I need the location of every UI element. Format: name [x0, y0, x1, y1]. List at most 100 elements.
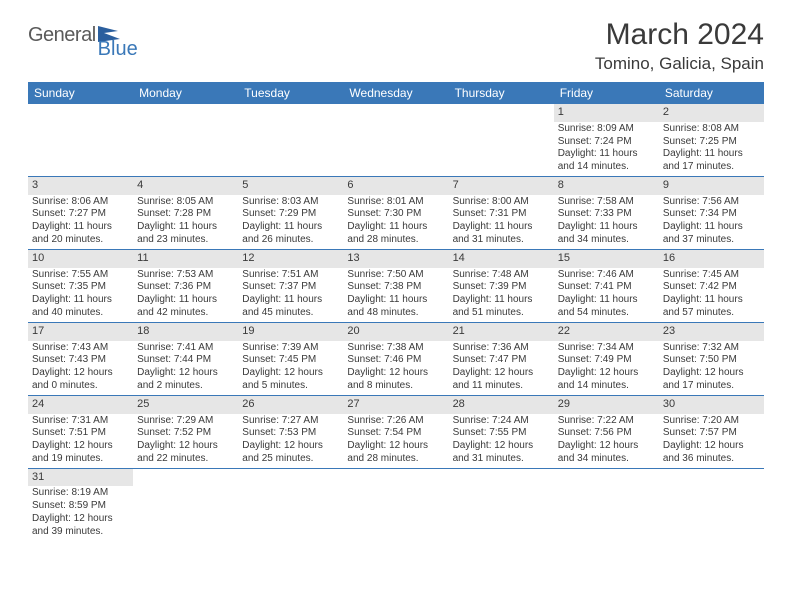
- sunset-text: Sunset: 7:38 PM: [347, 281, 444, 294]
- title-block: March 2024 Tomino, Galicia, Spain: [595, 18, 764, 74]
- day-content: Sunrise: 7:39 AMSunset: 7:45 PMDaylight:…: [238, 341, 343, 395]
- sunrise-text: Sunrise: 8:01 AM: [347, 196, 444, 209]
- daylight-text-1: Daylight: 11 hours: [558, 221, 655, 234]
- sunrise-text: Sunrise: 7:27 AM: [242, 415, 339, 428]
- calendar-cell: 13Sunrise: 7:50 AMSunset: 7:38 PMDayligh…: [343, 250, 448, 322]
- calendar-header-row: Sunday Monday Tuesday Wednesday Thursday…: [28, 82, 764, 104]
- daylight-text-2: and 5 minutes.: [242, 380, 339, 393]
- logo-text-blue: Blue: [98, 38, 138, 61]
- header: General Blue March 2024 Tomino, Galicia,…: [28, 18, 764, 74]
- daylight-text-1: Daylight: 11 hours: [32, 294, 129, 307]
- sunrise-text: Sunrise: 7:26 AM: [347, 415, 444, 428]
- calendar-cell: 20Sunrise: 7:38 AMSunset: 7:46 PMDayligh…: [343, 323, 448, 395]
- sunrise-text: Sunrise: 7:50 AM: [347, 269, 444, 282]
- calendar-cell: 26Sunrise: 7:27 AMSunset: 7:53 PMDayligh…: [238, 396, 343, 468]
- daylight-text-2: and 22 minutes.: [137, 453, 234, 466]
- daylight-text-1: Daylight: 12 hours: [558, 367, 655, 380]
- calendar-row: 17Sunrise: 7:43 AMSunset: 7:43 PMDayligh…: [28, 323, 764, 396]
- sunset-text: Sunset: 7:35 PM: [32, 281, 129, 294]
- dow-tuesday: Tuesday: [238, 82, 343, 104]
- sunset-text: Sunset: 7:33 PM: [558, 208, 655, 221]
- day-content: Sunrise: 8:03 AMSunset: 7:29 PMDaylight:…: [238, 195, 343, 249]
- calendar-cell: 31Sunrise: 8:19 AMSunset: 8:59 PMDayligh…: [28, 469, 133, 541]
- sunset-text: Sunset: 7:39 PM: [453, 281, 550, 294]
- calendar-cell: 16Sunrise: 7:45 AMSunset: 7:42 PMDayligh…: [659, 250, 764, 322]
- daylight-text-2: and 45 minutes.: [242, 307, 339, 320]
- sunset-text: Sunset: 8:59 PM: [32, 500, 129, 513]
- dow-monday: Monday: [133, 82, 238, 104]
- daylight-text-2: and 17 minutes.: [663, 380, 760, 393]
- daylight-text-2: and 20 minutes.: [32, 234, 129, 247]
- sunset-text: Sunset: 7:46 PM: [347, 354, 444, 367]
- sunrise-text: Sunrise: 7:51 AM: [242, 269, 339, 282]
- sunrise-text: Sunrise: 7:55 AM: [32, 269, 129, 282]
- daylight-text-1: Daylight: 12 hours: [663, 440, 760, 453]
- day-content: Sunrise: 7:58 AMSunset: 7:33 PMDaylight:…: [554, 195, 659, 249]
- daylight-text-1: Daylight: 12 hours: [558, 440, 655, 453]
- calendar-cell: 23Sunrise: 7:32 AMSunset: 7:50 PMDayligh…: [659, 323, 764, 395]
- daylight-text-2: and 11 minutes.: [453, 380, 550, 393]
- calendar-cell: [343, 469, 448, 541]
- calendar-cell: 7Sunrise: 8:00 AMSunset: 7:31 PMDaylight…: [449, 177, 554, 249]
- calendar-cell: 5Sunrise: 8:03 AMSunset: 7:29 PMDaylight…: [238, 177, 343, 249]
- sunset-text: Sunset: 7:34 PM: [663, 208, 760, 221]
- day-number: 22: [554, 323, 659, 341]
- calendar-cell: 19Sunrise: 7:39 AMSunset: 7:45 PMDayligh…: [238, 323, 343, 395]
- calendar-cell: 22Sunrise: 7:34 AMSunset: 7:49 PMDayligh…: [554, 323, 659, 395]
- day-content: Sunrise: 7:29 AMSunset: 7:52 PMDaylight:…: [133, 414, 238, 468]
- day-content: Sunrise: 7:41 AMSunset: 7:44 PMDaylight:…: [133, 341, 238, 395]
- calendar-cell: 21Sunrise: 7:36 AMSunset: 7:47 PMDayligh…: [449, 323, 554, 395]
- sunrise-text: Sunrise: 8:05 AM: [137, 196, 234, 209]
- sunrise-text: Sunrise: 7:31 AM: [32, 415, 129, 428]
- daylight-text-1: Daylight: 11 hours: [663, 221, 760, 234]
- calendar-cell: 2Sunrise: 8:08 AMSunset: 7:25 PMDaylight…: [659, 104, 764, 176]
- dow-thursday: Thursday: [449, 82, 554, 104]
- day-number: 20: [343, 323, 448, 341]
- sunset-text: Sunset: 7:45 PM: [242, 354, 339, 367]
- day-number: 29: [554, 396, 659, 414]
- daylight-text-2: and 34 minutes.: [558, 453, 655, 466]
- calendar-cell: 1Sunrise: 8:09 AMSunset: 7:24 PMDaylight…: [554, 104, 659, 176]
- sunset-text: Sunset: 7:25 PM: [663, 136, 760, 149]
- daylight-text-1: Daylight: 11 hours: [663, 294, 760, 307]
- day-number: 15: [554, 250, 659, 268]
- calendar-cell: 15Sunrise: 7:46 AMSunset: 7:41 PMDayligh…: [554, 250, 659, 322]
- daylight-text-1: Daylight: 12 hours: [347, 440, 444, 453]
- day-number: 16: [659, 250, 764, 268]
- daylight-text-2: and 23 minutes.: [137, 234, 234, 247]
- daylight-text-1: Daylight: 12 hours: [32, 440, 129, 453]
- day-content: Sunrise: 8:06 AMSunset: 7:27 PMDaylight:…: [28, 195, 133, 249]
- day-content: Sunrise: 7:27 AMSunset: 7:53 PMDaylight:…: [238, 414, 343, 468]
- calendar-body: 1Sunrise: 8:09 AMSunset: 7:24 PM Daylight…: [28, 104, 764, 541]
- sunset-text: Sunset: 7:24 PM: [558, 136, 655, 149]
- calendar-cell: 10Sunrise: 7:55 AMSunset: 7:35 PMDayligh…: [28, 250, 133, 322]
- sunrise-text: Sunrise: 8:06 AM: [32, 196, 129, 209]
- calendar-cell: 18Sunrise: 7:41 AMSunset: 7:44 PMDayligh…: [133, 323, 238, 395]
- sunrise-text: Sunrise: 8:19 AM: [32, 487, 129, 500]
- day-content: Sunrise: 7:20 AMSunset: 7:57 PMDaylight:…: [659, 414, 764, 468]
- day-content: Sunrise: 7:36 AMSunset: 7:47 PMDaylight:…: [449, 341, 554, 395]
- daylight-text-1: Daylight: 12 hours: [32, 367, 129, 380]
- daylight-text-2: and 42 minutes.: [137, 307, 234, 320]
- daylight-text-2: and 14 minutes.: [558, 161, 655, 174]
- sunset-text: Sunset: 7:52 PM: [137, 427, 234, 440]
- sunrise-text: Sunrise: 7:20 AM: [663, 415, 760, 428]
- calendar-cell: [133, 469, 238, 541]
- day-number: 14: [449, 250, 554, 268]
- dow-friday: Friday: [554, 82, 659, 104]
- day-number: 1: [554, 104, 659, 122]
- sunrise-text: Sunrise: 8:09 AM: [558, 123, 655, 136]
- calendar-cell: 4Sunrise: 8:05 AMSunset: 7:28 PMDaylight…: [133, 177, 238, 249]
- day-number: 17: [28, 323, 133, 341]
- dow-saturday: Saturday: [659, 82, 764, 104]
- day-number: 19: [238, 323, 343, 341]
- calendar-cell: 11Sunrise: 7:53 AMSunset: 7:36 PMDayligh…: [133, 250, 238, 322]
- calendar-cell: 3Sunrise: 8:06 AMSunset: 7:27 PMDaylight…: [28, 177, 133, 249]
- daylight-text-2: and 57 minutes.: [663, 307, 760, 320]
- day-content: Sunrise: 7:38 AMSunset: 7:46 PMDaylight:…: [343, 341, 448, 395]
- calendar-cell: 9Sunrise: 7:56 AMSunset: 7:34 PMDaylight…: [659, 177, 764, 249]
- daylight-text-1: Daylight: 11 hours: [663, 148, 760, 161]
- calendar-cell: 28Sunrise: 7:24 AMSunset: 7:55 PMDayligh…: [449, 396, 554, 468]
- sunrise-text: Sunrise: 7:53 AM: [137, 269, 234, 282]
- day-number: 31: [28, 469, 133, 487]
